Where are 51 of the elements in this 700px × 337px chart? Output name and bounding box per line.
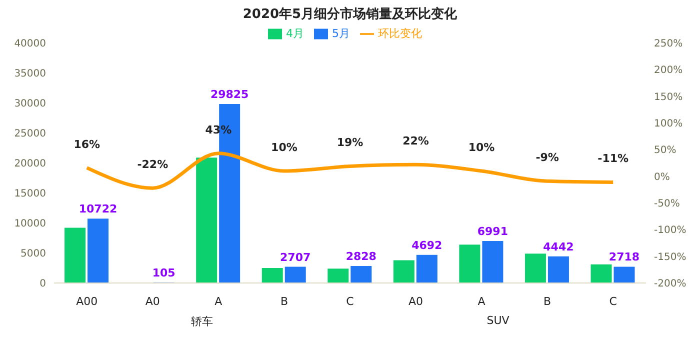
data-label: 4442 bbox=[543, 240, 574, 254]
y-tick-label: 20000 bbox=[14, 158, 46, 170]
text: 轿车 bbox=[190, 314, 214, 329]
data-label: 4692 bbox=[412, 238, 442, 252]
y-tick-label: 40000 bbox=[14, 38, 46, 50]
x-tick-label: A bbox=[214, 295, 223, 308]
x-tick-label: B bbox=[544, 295, 552, 308]
data-label: 2828 bbox=[346, 250, 376, 264]
y2-tick-label: -150% bbox=[654, 252, 686, 263]
data-label: 2718 bbox=[608, 250, 640, 264]
y2-tick-label: 100% bbox=[654, 118, 683, 130]
x-tick-label: A bbox=[478, 295, 486, 308]
chart-title: 2020年5月细分市场销量及环比变化 bbox=[242, 6, 458, 23]
data-label: 2707 bbox=[280, 250, 311, 264]
data-label: 29825 bbox=[210, 88, 249, 102]
data-label: 10% bbox=[271, 141, 298, 154]
data-label: -11% bbox=[598, 152, 629, 166]
x-tick-label: B bbox=[280, 295, 288, 308]
y2-tick-label: -200% bbox=[654, 278, 686, 290]
data-label: -9% bbox=[536, 151, 559, 164]
y2-tick-label: 150% bbox=[654, 92, 683, 103]
y-tick-label: 35000 bbox=[14, 68, 46, 80]
x-tick-label: A00 bbox=[76, 295, 98, 308]
data-label: -22% bbox=[137, 158, 168, 172]
legend-label: 4月 bbox=[286, 27, 304, 40]
data-label: 10% bbox=[468, 141, 495, 154]
data-label: 105 bbox=[152, 266, 176, 280]
y-tick-label: 30000 bbox=[14, 98, 46, 110]
y-tick-label: 25000 bbox=[14, 128, 46, 140]
text: SUV bbox=[486, 314, 510, 327]
y2-tick-label: -50% bbox=[654, 198, 680, 210]
data-label: 16% bbox=[74, 138, 100, 151]
data-label: 6991 bbox=[477, 225, 508, 238]
legend-label: 5月 bbox=[332, 27, 350, 40]
y-tick-label: 15000 bbox=[14, 188, 46, 200]
y-tick-label: 0 bbox=[40, 278, 46, 290]
y2-tick-label: 250% bbox=[654, 38, 683, 50]
y2-tick-label: 200% bbox=[654, 65, 683, 76]
x-tick-label: C bbox=[346, 295, 354, 308]
data-label: 19% bbox=[336, 136, 364, 150]
y2-tick-label: -100% bbox=[654, 225, 686, 236]
y-tick-label: 5000 bbox=[20, 248, 46, 260]
data-label: 10722 bbox=[78, 202, 118, 216]
x-tick-label: A0 bbox=[408, 295, 424, 308]
y-tick-label: 10000 bbox=[14, 218, 46, 230]
y2-tick-label: 0% bbox=[654, 172, 670, 183]
x-tick-label: A0 bbox=[145, 295, 160, 308]
y2-tick-label: 50% bbox=[654, 145, 676, 156]
legend-label: 环比变化 bbox=[378, 27, 422, 40]
x-tick-label: C bbox=[609, 295, 618, 308]
data-label: 22% bbox=[402, 134, 429, 148]
